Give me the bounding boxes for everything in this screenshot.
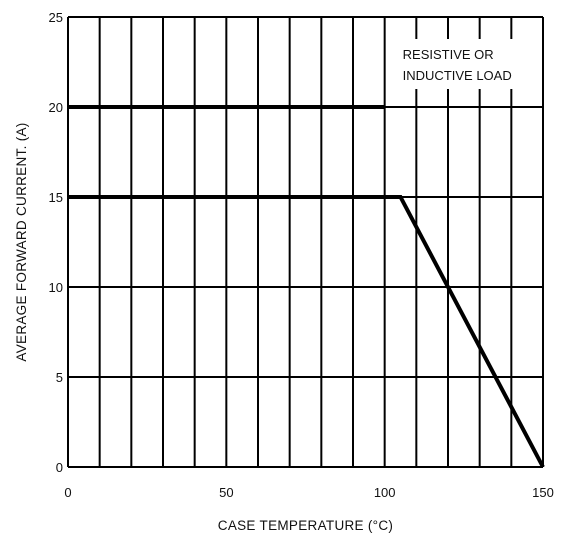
y-tick-label-0: 0 xyxy=(56,460,63,475)
y-tick-label-15: 15 xyxy=(49,190,63,205)
tick-labels: 0 50 100 150 0 5 10 15 20 25 xyxy=(49,10,554,500)
annotation-line-1: RESISTIVE OR xyxy=(403,47,494,62)
series-layer xyxy=(68,105,545,468)
annotation-line-2: INDUCTIVE LOAD xyxy=(403,68,512,83)
y-axis-label: AVERAGE FORWARD CURRENT. (A) xyxy=(14,122,29,361)
x-tick-label-100: 100 xyxy=(374,485,396,500)
y-tick-label-10: 10 xyxy=(49,280,63,295)
annotation-background xyxy=(388,39,537,89)
grid xyxy=(67,16,544,468)
series-line-2 xyxy=(68,195,545,468)
x-tick-label-0: 0 xyxy=(64,485,71,500)
x-tick-label-150: 150 xyxy=(532,485,554,500)
x-axis-label: CASE TEMPERATURE (°C) xyxy=(218,518,393,533)
x-tick-label-50: 50 xyxy=(219,485,233,500)
y-tick-label-25: 25 xyxy=(49,10,63,25)
y-tick-label-5: 5 xyxy=(56,370,63,385)
y-tick-label-20: 20 xyxy=(49,100,63,115)
